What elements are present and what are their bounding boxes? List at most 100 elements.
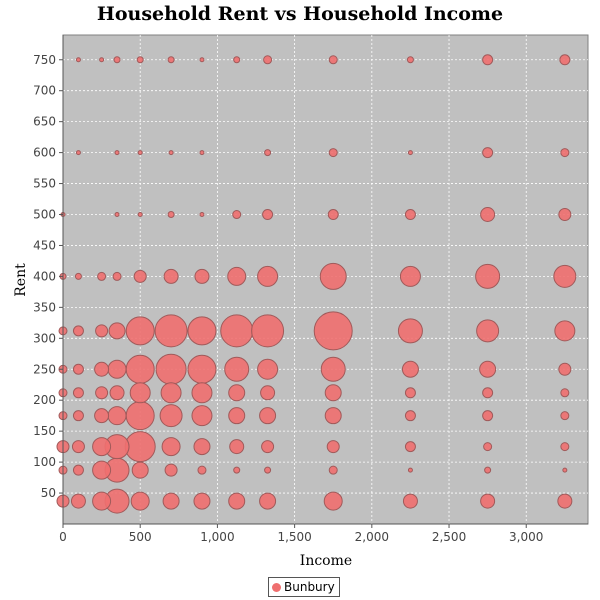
data-point	[257, 358, 279, 380]
x-tick-label: 500	[129, 530, 152, 544]
data-point	[320, 356, 346, 382]
data-point	[399, 265, 421, 287]
data-point	[484, 466, 492, 474]
data-point	[167, 211, 175, 219]
data-point	[112, 271, 122, 281]
data-point	[107, 406, 127, 426]
chart-title: Household Rent vs Household Income	[97, 3, 503, 25]
data-point	[482, 54, 494, 66]
data-point	[124, 431, 156, 463]
data-point	[129, 382, 151, 404]
data-point	[560, 442, 570, 452]
data-point	[264, 466, 272, 474]
data-point	[72, 363, 84, 375]
y-tick-label: 600	[33, 146, 56, 160]
y-tick-label: 350	[33, 300, 56, 314]
data-point	[479, 360, 497, 378]
data-point	[263, 55, 273, 65]
x-tick-label: 0	[59, 530, 67, 544]
y-tick-label: 100	[33, 455, 56, 469]
data-point	[109, 385, 125, 401]
data-point	[404, 441, 416, 453]
data-points	[56, 54, 577, 514]
y-tick-label: 650	[33, 115, 56, 129]
data-point	[404, 387, 416, 399]
y-tick-label: 550	[33, 177, 56, 191]
data-point	[167, 56, 175, 64]
data-point	[97, 271, 107, 281]
data-point	[229, 439, 245, 455]
data-point	[264, 149, 272, 157]
data-point	[232, 210, 242, 220]
data-point	[75, 150, 81, 156]
data-point	[323, 491, 343, 511]
y-axis-label: Rent	[13, 263, 29, 297]
data-point	[92, 437, 112, 457]
data-point	[187, 354, 217, 384]
data-point	[162, 492, 180, 510]
data-point	[560, 148, 570, 158]
data-point	[553, 264, 577, 288]
x-tick-label: 1,500	[277, 530, 311, 544]
data-point	[397, 318, 423, 344]
data-point	[113, 56, 121, 64]
data-point	[187, 316, 217, 346]
data-point	[74, 272, 82, 280]
data-point	[133, 269, 147, 283]
y-tick-label: 200	[33, 393, 56, 407]
data-point	[327, 209, 339, 221]
data-point	[407, 467, 413, 473]
data-point	[482, 410, 494, 422]
x-axis-label: Income	[300, 553, 352, 569]
data-point	[559, 54, 571, 66]
data-point	[72, 325, 84, 337]
y-tick-label: 450	[33, 238, 56, 252]
data-point	[261, 440, 275, 454]
data-point	[220, 314, 254, 348]
data-point	[131, 461, 149, 479]
x-tick-label: 2,000	[355, 530, 389, 544]
data-point	[233, 466, 241, 474]
data-point	[130, 491, 150, 511]
y-tick-label: 50	[41, 486, 56, 500]
data-point	[136, 56, 144, 64]
data-point	[160, 382, 182, 404]
data-point	[72, 387, 84, 399]
y-tick-label: 150	[33, 424, 56, 438]
data-point	[319, 262, 347, 290]
data-point	[324, 384, 342, 402]
data-point	[228, 384, 246, 402]
data-point	[482, 147, 494, 159]
data-point	[328, 148, 338, 158]
legend-label-bunbury: Bunbury	[284, 580, 335, 594]
x-tick-label: 2,500	[432, 530, 466, 544]
data-point	[94, 361, 110, 377]
y-tick-label: 250	[33, 362, 56, 376]
data-point	[259, 492, 277, 510]
data-point	[70, 493, 86, 509]
data-point	[233, 56, 241, 64]
data-point	[193, 438, 211, 456]
data-point	[259, 407, 277, 425]
legend: Bunbury	[268, 577, 340, 597]
data-point	[228, 407, 246, 425]
data-point	[199, 57, 205, 63]
data-point	[168, 150, 174, 156]
data-point	[328, 465, 338, 475]
data-point	[326, 440, 340, 454]
data-point	[480, 207, 496, 223]
y-tick-label: 500	[33, 208, 56, 222]
data-point	[114, 212, 120, 218]
data-point	[155, 353, 187, 385]
y-tick-label: 400	[33, 269, 56, 283]
data-point	[75, 57, 81, 63]
data-point	[161, 437, 181, 457]
data-point	[558, 362, 572, 376]
data-point	[558, 208, 572, 222]
data-point	[328, 55, 338, 65]
legend-swatch-bunbury	[272, 582, 281, 592]
data-point	[554, 320, 576, 342]
data-point	[107, 359, 127, 379]
data-point	[92, 460, 112, 480]
x-tick-label: 1,000	[200, 530, 234, 544]
